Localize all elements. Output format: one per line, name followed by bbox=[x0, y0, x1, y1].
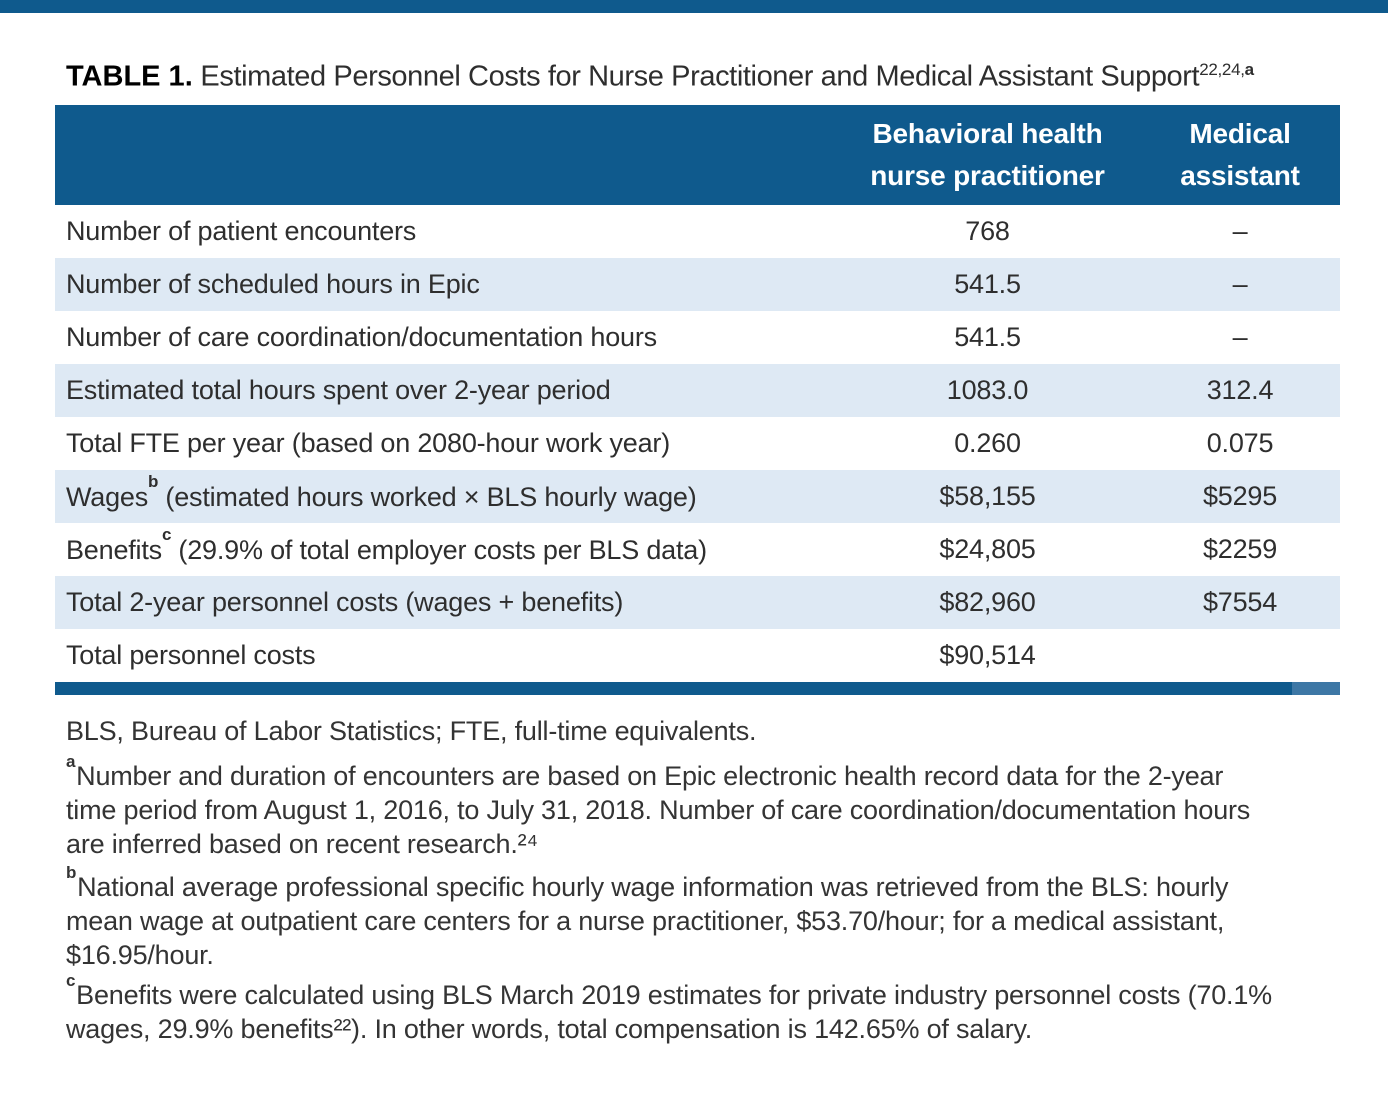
table-row: Number of patient encounters 768 – bbox=[55, 205, 1340, 258]
np-value: 0.260 bbox=[954, 428, 1021, 458]
footnote-a: aNumber and duration of encounters are b… bbox=[66, 752, 1366, 861]
footnote-line: mean wage at outpatient care centers for… bbox=[66, 906, 1225, 936]
row-label: Wagesb (estimated hours worked × BLS hou… bbox=[66, 471, 697, 512]
footnote-marker-a: a bbox=[66, 752, 76, 771]
row-label: Number of patient encounters bbox=[66, 216, 417, 246]
footnote-line: time period from August 1, 2016, to July… bbox=[66, 795, 1251, 825]
table-row: Total personnel costs $90,514 bbox=[55, 629, 1340, 682]
page-top-rule bbox=[0, 0, 1388, 13]
row-label: Estimated total hours spent over 2-year … bbox=[66, 375, 611, 405]
personnel-costs-table: Behavioral health nurse practitioner Med… bbox=[55, 105, 1340, 682]
table-header: Behavioral health nurse practitioner Med… bbox=[55, 105, 1340, 205]
table-row: Number of scheduled hours in Epic 541.5 … bbox=[55, 258, 1340, 311]
page-title: TABLE 1. Estimated Personnel Costs for N… bbox=[66, 60, 1366, 94]
ma-value: $7554 bbox=[1202, 587, 1278, 617]
footnote-b: bNational average professional specific … bbox=[66, 863, 1366, 972]
footnote-line: are inferred based on recent research.²⁴ bbox=[66, 829, 538, 859]
footnote-abbreviations: BLS, Bureau of Labor Statistics; FTE, fu… bbox=[66, 716, 757, 746]
row-label: Total FTE per year (based on 2080-hour w… bbox=[66, 428, 670, 458]
ma-value: 0.075 bbox=[1206, 428, 1274, 458]
ma-value: – bbox=[1232, 322, 1248, 352]
np-value: $24,805 bbox=[939, 534, 1036, 564]
footnote-marker-b: b bbox=[148, 471, 159, 491]
row-label: Total personnel costs bbox=[66, 640, 316, 670]
np-value: 768 bbox=[965, 216, 1010, 246]
header-cell-nurse-practitioner: Behavioral health nurse practitioner bbox=[870, 118, 1105, 191]
footnote-c: cBenefits were calculated using BLS Marc… bbox=[66, 971, 1366, 1046]
ma-value: – bbox=[1232, 216, 1248, 246]
row-label: Benefitsc (29.9% of total employer costs… bbox=[66, 524, 707, 565]
footnote-line: bNational average professional specific … bbox=[66, 863, 1229, 902]
footnote-line: cBenefits were calculated using BLS Marc… bbox=[66, 971, 1272, 1010]
np-value: 541.5 bbox=[954, 322, 1021, 352]
footnote-line: $16.95/hour. bbox=[66, 940, 214, 970]
table-row: Total FTE per year (based on 2080-hour w… bbox=[55, 417, 1340, 470]
title-superscript: 22,24,a bbox=[1199, 60, 1254, 79]
ma-value: 312.4 bbox=[1206, 375, 1274, 405]
table-number-label: TABLE 1. bbox=[66, 60, 193, 93]
table-row: Benefitsc (29.9% of total employer costs… bbox=[55, 523, 1340, 576]
np-value: 1083.0 bbox=[946, 375, 1029, 405]
footnote-marker-b: b bbox=[66, 863, 77, 882]
footnote-marker-c: c bbox=[66, 971, 76, 990]
ma-value: $5295 bbox=[1202, 481, 1278, 511]
np-value: $58,155 bbox=[939, 481, 1036, 511]
table-title-text: Estimated Personnel Costs for Nurse Prac… bbox=[192, 60, 1200, 93]
table-row: Number of care coordination/documentatio… bbox=[55, 311, 1340, 364]
ma-value: – bbox=[1232, 269, 1248, 299]
row-label: Total 2-year personnel costs (wages + be… bbox=[66, 587, 624, 617]
bottom-rule-accent-segment bbox=[1292, 682, 1340, 695]
table-row: Estimated total hours spent over 2-year … bbox=[55, 364, 1340, 417]
ma-value: $2259 bbox=[1202, 534, 1278, 564]
table-row: Wagesb (estimated hours worked × BLS hou… bbox=[55, 470, 1340, 523]
header-cell-medical-assistant: Medical assistant bbox=[1180, 118, 1300, 191]
footnote-marker-c: c bbox=[161, 524, 172, 544]
table-row: Total 2-year personnel costs (wages + be… bbox=[55, 576, 1340, 629]
row-label: Number of care coordination/documentatio… bbox=[66, 322, 657, 352]
np-value: $82,960 bbox=[939, 587, 1036, 617]
np-value: $90,514 bbox=[939, 640, 1036, 670]
table-bottom-rule bbox=[55, 682, 1340, 695]
np-value: 541.5 bbox=[954, 269, 1021, 299]
footnote-line: aNumber and duration of encounters are b… bbox=[66, 752, 1224, 791]
row-label: Number of scheduled hours in Epic bbox=[66, 269, 480, 299]
footnote-line: wages, 29.9% benefits²²). In other words… bbox=[66, 1014, 1033, 1044]
